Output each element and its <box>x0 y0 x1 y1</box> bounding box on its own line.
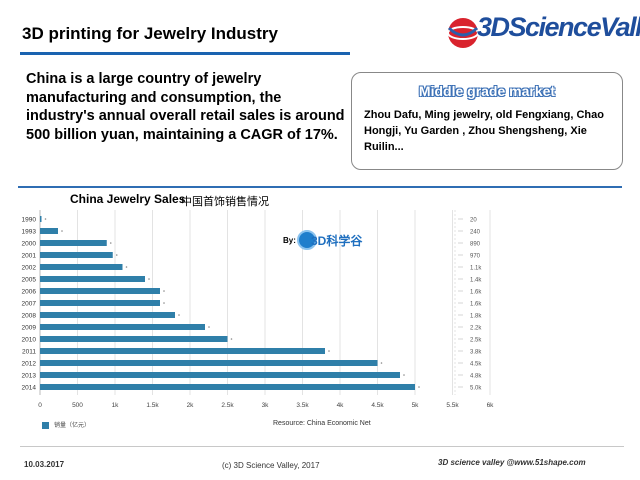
watermark-by: By: <box>283 236 296 245</box>
bar-end-marker <box>178 314 180 316</box>
x-tick-label: 4.5k <box>371 402 384 409</box>
bar <box>40 288 160 294</box>
footer-divider <box>20 446 624 447</box>
value-label: 2.5k <box>470 338 482 344</box>
bar-end-marker <box>163 290 165 292</box>
category-label: 2006 <box>22 289 37 296</box>
bar-end-marker <box>115 254 118 256</box>
bar <box>40 240 107 246</box>
bar <box>40 252 113 258</box>
bar-end-marker <box>380 362 383 364</box>
value-label: 1.6k <box>470 290 482 296</box>
bar-end-marker <box>163 302 165 304</box>
x-tick-label: 5k <box>412 402 420 409</box>
watermark-text: 3D科学谷 <box>311 234 363 248</box>
bar <box>40 372 400 378</box>
bar <box>40 312 175 318</box>
chart-divider <box>18 186 622 188</box>
category-label: 2005 <box>22 277 37 284</box>
title-underline <box>20 52 350 55</box>
x-tick-label: 3k <box>262 402 270 409</box>
value-label: 1.6k <box>470 302 482 308</box>
callout-body: Zhou Dafu, Ming jewelry, old Fengxiang, … <box>364 109 604 153</box>
x-tick-label: 0 <box>38 402 42 409</box>
middle-grade-callout: Middle grade market Zhou Dafu, Ming jewe… <box>351 72 623 170</box>
bar-end-marker <box>61 230 63 232</box>
bar <box>40 348 325 354</box>
x-tick-label: 500 <box>72 402 83 409</box>
callout-title: Middle grade market <box>418 83 556 99</box>
x-tick-label: 1.5k <box>146 402 159 409</box>
x-tick-label: 2.5k <box>221 402 234 409</box>
intro-paragraph: China is a large country of jewelry manu… <box>26 71 345 143</box>
x-tick-label: 6k <box>487 402 495 409</box>
category-label: 1990 <box>22 217 37 224</box>
value-label: 890 <box>470 242 481 248</box>
footer-date: 10.03.2017 <box>24 460 65 469</box>
x-tick-label: 4k <box>337 402 345 409</box>
x-tick-label: 3.5k <box>296 402 309 409</box>
value-label: 20 <box>470 218 477 224</box>
category-label: 2011 <box>22 349 36 356</box>
bar-end-marker <box>44 218 47 220</box>
value-label: 1.1k <box>470 266 482 272</box>
value-label: 4.5k <box>470 362 482 368</box>
value-label: 4.8k <box>470 374 482 380</box>
footer-site: 3D science valley @www.51shape.com <box>438 458 586 467</box>
bar-end-marker <box>230 338 233 340</box>
sales-bar-chart: 0 500 1k 1.5k 2k 2.5k 3k 3.5k 4k 4.5k 5k 5.5k 6k 1990… <box>22 210 495 409</box>
bar-end-marker <box>403 374 405 376</box>
slide-title: 3D printing for Jewelry Industry <box>22 24 278 43</box>
category-label: 2002 <box>22 265 37 272</box>
bar-end-marker <box>418 386 420 388</box>
chart-title-cn: 中国首饰销售情况 <box>181 196 269 208</box>
chart-title: China Jewelry Sales <box>70 192 186 206</box>
category-label: 2014 <box>22 385 37 392</box>
bar <box>40 300 160 306</box>
value-label: 3.8k <box>470 350 482 356</box>
bar-end-marker <box>148 278 150 280</box>
globe-icon <box>447 18 479 48</box>
legend-label: 销量（亿元） <box>54 423 91 429</box>
bar-end-marker <box>208 326 210 328</box>
value-label: 1.8k <box>470 314 482 320</box>
x-tick-label: 2k <box>187 402 195 409</box>
bar <box>40 216 42 222</box>
category-label: 2010 <box>22 337 37 344</box>
value-label: 240 <box>470 230 481 236</box>
value-label: 2.2k <box>470 326 482 332</box>
footer-copyright: (c) 3D Science Valley, 2017 <box>222 461 320 470</box>
category-label: 2001 <box>22 253 37 260</box>
value-label: 970 <box>470 254 481 260</box>
bar <box>40 384 415 390</box>
legend-swatch <box>42 422 49 429</box>
x-tick-label: 5.5k <box>446 402 459 409</box>
category-label: 2013 <box>22 373 37 380</box>
bar <box>40 228 58 234</box>
bar-end-marker <box>125 266 128 268</box>
bar-end-marker <box>109 242 112 244</box>
category-label: 2012 <box>22 361 37 368</box>
value-label: 5.0k <box>470 386 482 392</box>
watermark: By: 3D科学谷 <box>275 228 365 254</box>
bar <box>40 336 228 342</box>
category-label: 2007 <box>22 301 37 308</box>
watermark-logo-icon <box>297 230 317 250</box>
category-label: 2000 <box>22 241 37 248</box>
x-tick-label: 1k <box>112 402 120 409</box>
bar-end-marker <box>328 350 330 352</box>
category-label: 2009 <box>22 325 37 332</box>
bar <box>40 360 378 366</box>
bar <box>40 324 205 330</box>
category-label: 2008 <box>22 313 37 320</box>
bar <box>40 276 145 282</box>
value-label: 1.4k <box>470 278 482 284</box>
category-label: 1993 <box>22 229 37 236</box>
bar <box>40 264 123 270</box>
source-note: Resource: China Economic Net <box>273 420 371 427</box>
